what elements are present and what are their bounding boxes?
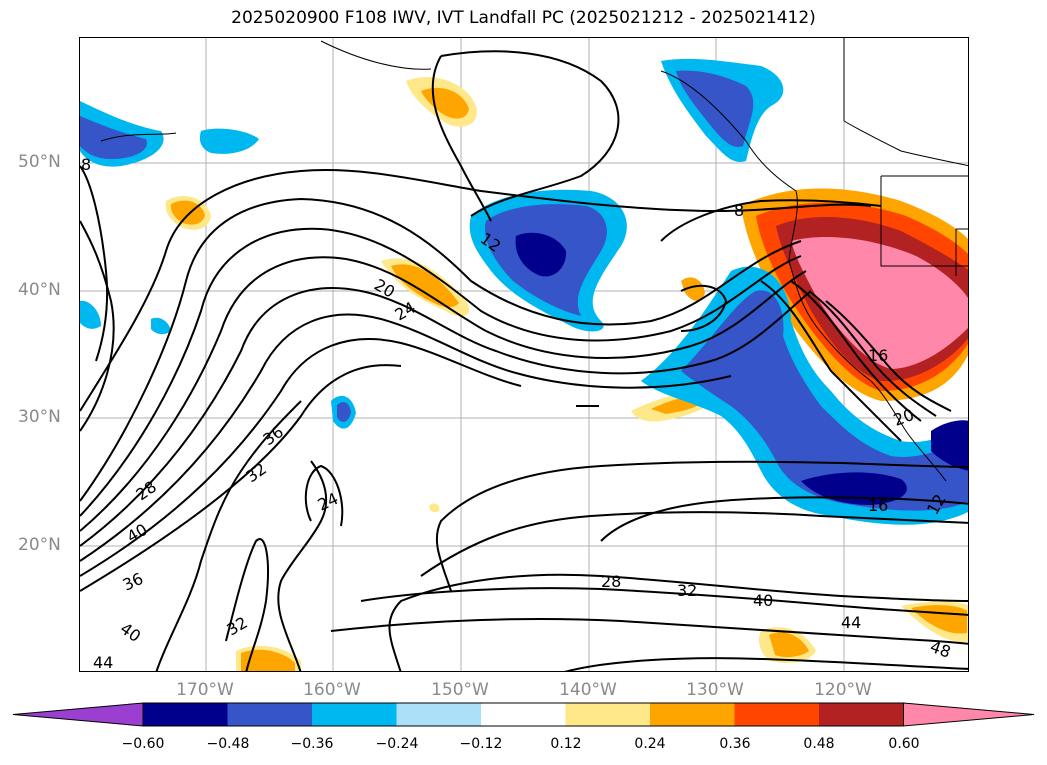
patch-small-2: [429, 503, 440, 513]
colorbar-segment: [227, 703, 313, 726]
colorbar-tick-label: −0.12: [459, 736, 503, 752]
contour-label: 40: [753, 591, 773, 610]
colorbar-segment: [312, 703, 397, 726]
lon-label-140w: 140°W: [559, 680, 617, 700]
patch-se-orange: [769, 632, 809, 658]
colorbar-segments: [12, 702, 1035, 727]
neg-coast-dark: [931, 420, 968, 471]
lon-label-120w: 120°W: [814, 680, 872, 700]
colorbar-tick-label: −0.24: [375, 736, 419, 752]
ivt-contours: [80, 50, 968, 671]
colorbar-segment: [819, 703, 904, 726]
colorbar-segment: [565, 703, 651, 726]
colorbar-tick-label: 0.36: [719, 736, 751, 752]
colorbar-tick-label: 0.60: [888, 736, 920, 752]
colorbar-extend-max: [903, 702, 1035, 727]
colorbar-tick-label: 0.48: [803, 736, 835, 752]
map-title: 2025020900 F108 IWV, IVT Landfall PC (20…: [231, 8, 816, 28]
lon-label-150w: 150°W: [431, 680, 489, 700]
contour-label: 44: [93, 653, 113, 672]
colorbar-tick-label: −0.60: [121, 736, 165, 752]
contour-label: 8: [81, 155, 91, 174]
neg-gyre-dark: [515, 232, 567, 277]
iwv-filled-contours: [80, 58, 968, 671]
colorbar-outline: [142, 702, 904, 727]
lat-label-20n: 20°N: [18, 535, 61, 555]
neg-hawaii-mid: [337, 402, 351, 422]
colorbar-segment: [143, 703, 228, 726]
neg-nw-small: [199, 128, 259, 154]
patch-sw-orange: [241, 649, 295, 671]
contour-label: 16: [868, 346, 888, 365]
colorbar-tick-label: −0.36: [290, 736, 334, 752]
lat-label-40n: 40°N: [18, 280, 61, 300]
contour-label: 28: [601, 572, 621, 591]
map-panel[interactable]: 8 12 20 24 36 32 28 40 24 36 40 44 32 8 …: [79, 37, 969, 672]
patch-mid-orange: [391, 264, 459, 308]
colorbar-extend-min: [12, 702, 144, 727]
colorbar-segment: [481, 703, 566, 726]
lat-label-50n: 50°N: [18, 152, 61, 172]
colorbar-tick-label: 0.24: [634, 736, 666, 752]
contour-label: 16: [868, 496, 888, 515]
contour-label: 8: [734, 201, 744, 220]
contour-label: 44: [841, 613, 861, 632]
lon-label-170w: 170°W: [176, 680, 234, 700]
colorbar-tick-label: −0.48: [206, 736, 250, 752]
neg-w-small2: [151, 317, 171, 335]
contour-label: 32: [677, 581, 697, 600]
neg-w-small: [80, 300, 101, 329]
lat-label-30n: 30°N: [18, 407, 61, 427]
plume-pink: [791, 237, 968, 369]
colorbar-segment: [650, 703, 735, 726]
colorbar-segment: [396, 703, 482, 726]
lon-label-160w: 160°W: [303, 680, 361, 700]
map-canvas: 8 12 20 24 36 32 28 40 24 36 40 44 32 8 …: [80, 38, 968, 672]
neg-east-mid: [681, 290, 968, 511]
colorbar-tick-label: 0.12: [550, 736, 582, 752]
patch-small-1: [681, 277, 705, 301]
lon-label-130w: 130°W: [686, 680, 744, 700]
colorbar-segment: [734, 703, 820, 726]
